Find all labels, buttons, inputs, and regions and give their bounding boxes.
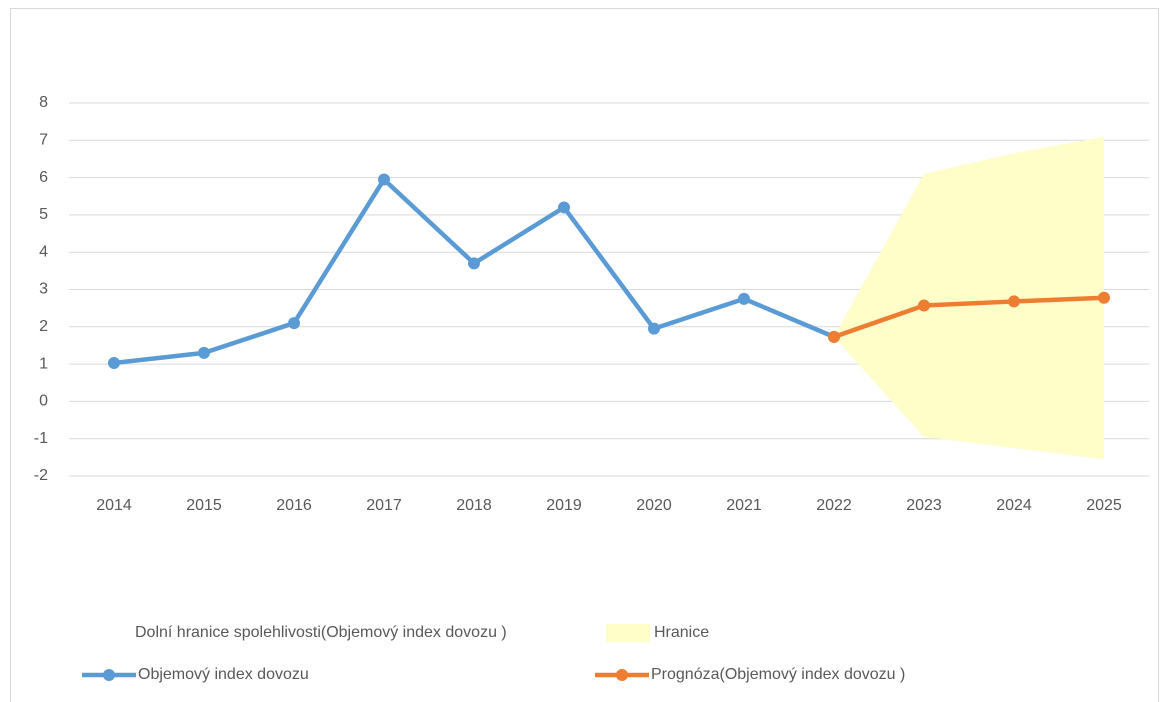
x-tick-label: 2021: [726, 497, 762, 514]
y-tick-label: 3: [39, 281, 48, 298]
marker: [288, 317, 300, 330]
y-tick-label: -2: [34, 467, 48, 484]
marker: [918, 299, 930, 312]
y-tick-label: 8: [39, 94, 48, 111]
y-tick-label: 2: [39, 318, 48, 335]
series-line: [833, 295, 1105, 339]
marker: [738, 292, 750, 305]
x-tick-label: 2015: [186, 497, 222, 514]
x-tick-label: 2025: [1086, 497, 1122, 514]
marker: [1098, 291, 1110, 304]
y-tick-label: 1: [39, 355, 48, 372]
marker: [378, 173, 390, 186]
marker: [108, 356, 120, 369]
marker: [648, 322, 660, 335]
y-tick-label: -1: [34, 430, 48, 447]
y-tick-label: 0: [39, 393, 48, 410]
marker: [558, 201, 570, 214]
x-tick-label: 2017: [366, 497, 402, 514]
x-tick-label: 2023: [906, 497, 942, 514]
marker: [198, 346, 210, 359]
legend-marker: [616, 669, 628, 681]
y-tick-label: 7: [39, 132, 48, 149]
x-tick-label: 2014: [96, 497, 132, 514]
marker: [468, 257, 480, 270]
y-tick-label: 4: [39, 243, 48, 260]
legend-label: Hranice: [654, 624, 709, 641]
y-tick-label: 6: [39, 169, 48, 186]
legend-marker: [103, 669, 115, 681]
x-tick-label: 2020: [636, 497, 672, 514]
marker: [828, 330, 840, 343]
x-tick-label: 2024: [996, 497, 1032, 514]
x-tick-label: 2018: [456, 497, 492, 514]
legend-swatch: [606, 624, 650, 642]
y-tick-label: 5: [39, 206, 48, 223]
legend-label: Prognóza(Objemový index dovozu ): [651, 666, 905, 683]
x-tick-label: 2022: [816, 497, 852, 514]
marker: [1008, 295, 1020, 308]
confidence-band: [834, 136, 1104, 460]
x-tick-label: 2016: [276, 497, 312, 514]
legend-label: Dolní hranice spolehlivosti(Objemový ind…: [135, 624, 507, 641]
legend-label: Objemový index dovozu: [138, 666, 309, 683]
x-tick-label: 2019: [546, 497, 582, 514]
